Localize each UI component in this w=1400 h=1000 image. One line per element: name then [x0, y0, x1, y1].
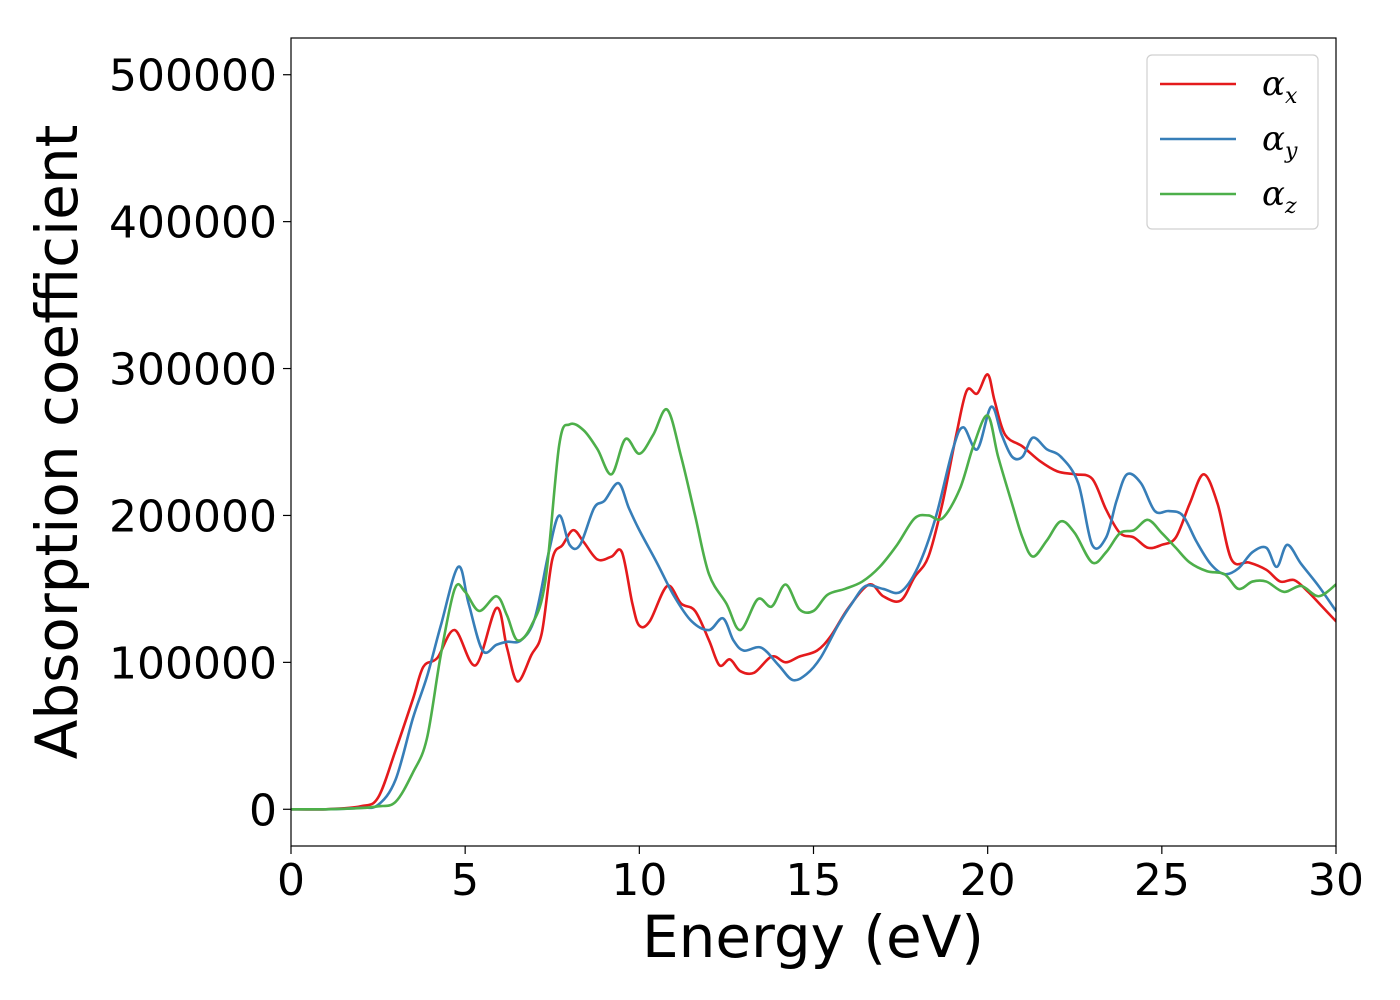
- legend-label-alpha-y: αy: [1262, 119, 1298, 164]
- legend: αx αy αz: [1146, 54, 1319, 230]
- y-axis: 0 100000 200000 300000 400000 500000: [109, 51, 291, 836]
- x-tick-label: 25: [1134, 855, 1190, 906]
- x-axis-title: Energy (eV): [642, 903, 984, 971]
- series-line-alpha-y: [291, 405, 1336, 811]
- legend-label-alpha-x: αx: [1262, 64, 1298, 109]
- series-line-alpha-z: [291, 408, 1336, 811]
- y-tick-label: 400000: [109, 198, 277, 249]
- y-tick-label: 200000: [109, 491, 277, 542]
- legend-box: [1146, 54, 1319, 230]
- x-tick-label: 15: [786, 855, 842, 906]
- plot-lines: [291, 373, 1336, 811]
- x-tick-label: 5: [451, 855, 479, 906]
- x-tick-label: 20: [960, 855, 1016, 906]
- legend-label-alpha-z: αz: [1262, 174, 1297, 219]
- x-tick-label: 30: [1308, 855, 1364, 906]
- y-tick-label: 100000: [109, 638, 277, 689]
- series-line-alpha-x: [291, 373, 1336, 811]
- x-tick-label: 10: [611, 855, 667, 906]
- y-axis-title: Absorption coefficient: [23, 125, 91, 760]
- y-tick-label: 300000: [109, 345, 277, 396]
- y-tick-label: 500000: [109, 51, 277, 102]
- x-axis: 0 5 10 15 20 25 30: [277, 846, 1364, 906]
- x-tick-label: 0: [277, 855, 305, 906]
- y-tick-label: 0: [249, 785, 277, 836]
